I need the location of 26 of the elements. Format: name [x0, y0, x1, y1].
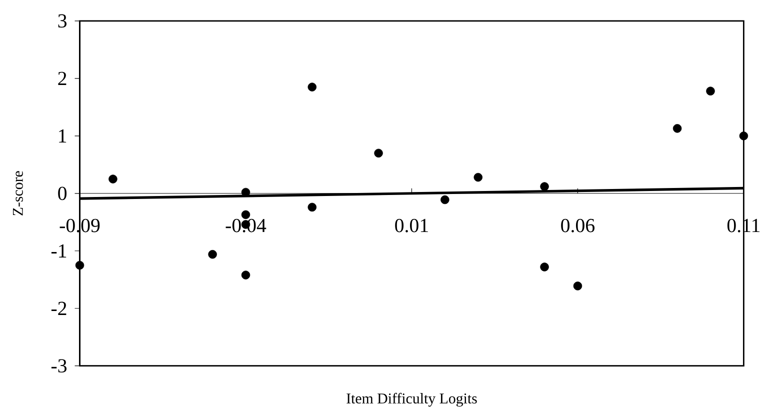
- point: [739, 132, 748, 140]
- x-axis-title: Item Difficulty Logits: [346, 393, 477, 407]
- point: [474, 173, 482, 182]
- point: [672, 124, 682, 133]
- point: [540, 182, 549, 192]
- y-tick-label: -2: [51, 302, 66, 316]
- point: [374, 148, 383, 158]
- point: [308, 82, 316, 92]
- x-tick-label: 0.06: [561, 218, 594, 232]
- x-tick-label: 0.01: [395, 218, 428, 232]
- y-tick-label: -3: [51, 359, 66, 373]
- y-tick-label: -1: [51, 244, 66, 258]
- point: [208, 250, 217, 259]
- point: [241, 270, 250, 280]
- y-tick-label: 2: [58, 72, 66, 86]
- point: [706, 86, 715, 96]
- y-tick-label: 1: [59, 129, 66, 143]
- point: [75, 261, 84, 270]
- point: [308, 202, 316, 212]
- y-tick-label: 3: [58, 14, 66, 28]
- point: [540, 262, 549, 272]
- point: [108, 174, 118, 184]
- point: [573, 282, 582, 290]
- point: [440, 195, 450, 204]
- y-tick-label: 0: [58, 186, 67, 200]
- y-axis-title: Z-score: [13, 171, 23, 216]
